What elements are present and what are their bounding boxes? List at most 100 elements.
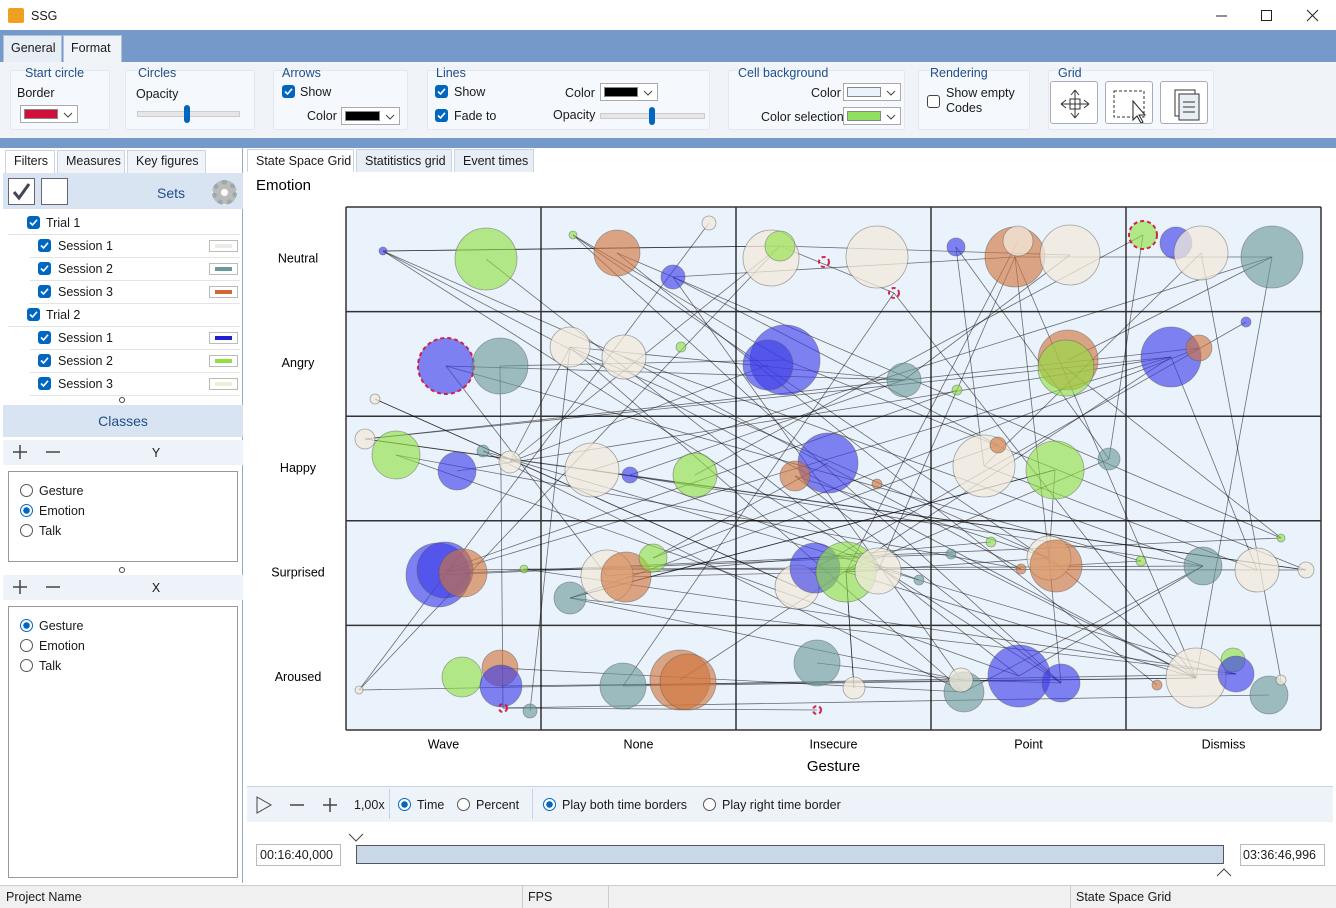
- label: Show: [300, 85, 332, 99]
- ribbon-tab[interactable]: [3, 35, 62, 62]
- select-none-button[interactable]: [41, 178, 68, 205]
- state-circle: [593, 229, 641, 277]
- state-circle: [764, 230, 796, 262]
- start-time-box[interactable]: [256, 844, 341, 866]
- color-dropdown[interactable]: [843, 83, 901, 101]
- state-circle: [1240, 316, 1252, 328]
- session-swatch[interactable]: [209, 355, 238, 367]
- checkbox[interactable]: [38, 239, 51, 252]
- checkbox[interactable]: [27, 308, 40, 321]
- checkbox[interactable]: [38, 285, 51, 298]
- radio[interactable]: [20, 639, 33, 652]
- radio[interactable]: [20, 524, 33, 537]
- radio[interactable]: [703, 798, 716, 811]
- settings-gear[interactable]: [212, 180, 237, 205]
- checkbox[interactable]: [927, 95, 940, 108]
- state-circle: [549, 326, 591, 368]
- state-circle: [438, 548, 488, 598]
- state-circle: [672, 452, 718, 498]
- timeline-marker[interactable]: [348, 832, 364, 842]
- session-color: [215, 267, 232, 271]
- transition-line: [358, 222, 710, 691]
- left-tab[interactable]: [127, 150, 206, 173]
- checkbox[interactable]: [38, 354, 51, 367]
- transition-line: [509, 346, 571, 463]
- select-all-button[interactable]: [8, 178, 35, 205]
- remove-button[interactable]: [45, 579, 61, 595]
- view-tab[interactable]: [454, 149, 534, 172]
- class-row-bg: [3, 440, 243, 465]
- radio[interactable]: [457, 798, 470, 811]
- checkbox[interactable]: [27, 216, 40, 229]
- ribbon-tab[interactable]: [63, 35, 122, 62]
- speed-plus[interactable]: [322, 797, 338, 813]
- radio[interactable]: [543, 798, 556, 811]
- view-tab[interactable]: [247, 149, 354, 172]
- radio[interactable]: [20, 619, 33, 632]
- transition-line: [679, 356, 1172, 681]
- chevron: [886, 114, 896, 120]
- view-tab[interactable]: [356, 149, 452, 172]
- chevron-path: [886, 114, 896, 120]
- end-time-box[interactable]: [1240, 844, 1325, 866]
- session-swatch[interactable]: [209, 240, 238, 252]
- state-circle: [1249, 675, 1289, 715]
- session-swatch[interactable]: [209, 286, 238, 298]
- play-button[interactable]: [255, 796, 273, 814]
- row-divider: [8, 326, 240, 327]
- session-swatch[interactable]: [209, 263, 238, 275]
- transition-line: [622, 677, 1197, 687]
- color-dropdown[interactable]: [341, 107, 400, 125]
- check-path: [40, 265, 49, 273]
- check-mark: [40, 357, 49, 365]
- left-tab[interactable]: [57, 150, 125, 173]
- session-color: [215, 244, 232, 248]
- color-dropdown[interactable]: [20, 105, 78, 123]
- checkbox[interactable]: [435, 85, 448, 98]
- slider-thumb[interactable]: [649, 107, 655, 125]
- marker-path: [348, 833, 364, 842]
- checkbox[interactable]: [38, 331, 51, 344]
- grid-tool-button[interactable]: [1160, 81, 1208, 124]
- grid-tool-button[interactable]: [1050, 81, 1098, 124]
- max-icon: [1261, 10, 1272, 21]
- radio-label: Time: [417, 798, 445, 812]
- checkbox[interactable]: [435, 109, 448, 122]
- splitter-handle[interactable]: [119, 567, 125, 573]
- splitter-handle[interactable]: [119, 397, 125, 403]
- timeline-end-marker[interactable]: [1216, 866, 1232, 877]
- color-dropdown[interactable]: [843, 107, 901, 125]
- transition-line: [816, 662, 962, 681]
- start-time: 00:16:40,000: [260, 848, 333, 862]
- add-button[interactable]: [12, 444, 28, 460]
- row-label: Surprised: [271, 565, 325, 579]
- remove-button[interactable]: [45, 444, 61, 460]
- color-dropdown[interactable]: [600, 83, 658, 101]
- checkbox[interactable]: [38, 377, 51, 390]
- chevron: [385, 114, 395, 120]
- close-button: [1303, 8, 1323, 24]
- state-circle: [946, 237, 966, 257]
- add-button[interactable]: [12, 579, 28, 595]
- session-swatch[interactable]: [209, 378, 238, 390]
- radio[interactable]: [398, 798, 411, 811]
- radio[interactable]: [20, 504, 33, 517]
- transition-line: [364, 438, 1307, 571]
- speed-minus[interactable]: [289, 797, 305, 813]
- color-swatch: [604, 87, 638, 97]
- options-box: [8, 471, 238, 562]
- radio[interactable]: [20, 484, 33, 497]
- check-mark: [40, 242, 49, 250]
- grid-tool-button[interactable]: [1105, 81, 1153, 124]
- check-mark: [437, 112, 446, 120]
- status-project: Project Name: [6, 890, 82, 904]
- chevron-path: [63, 112, 73, 118]
- radio[interactable]: [20, 659, 33, 672]
- state-circle: [1128, 220, 1158, 250]
- left-tab[interactable]: [5, 150, 55, 173]
- checkbox[interactable]: [282, 85, 295, 98]
- slider-thumb[interactable]: [184, 105, 190, 123]
- session-swatch[interactable]: [209, 332, 238, 344]
- checkbox[interactable]: [38, 262, 51, 275]
- close-icon: [1306, 9, 1319, 22]
